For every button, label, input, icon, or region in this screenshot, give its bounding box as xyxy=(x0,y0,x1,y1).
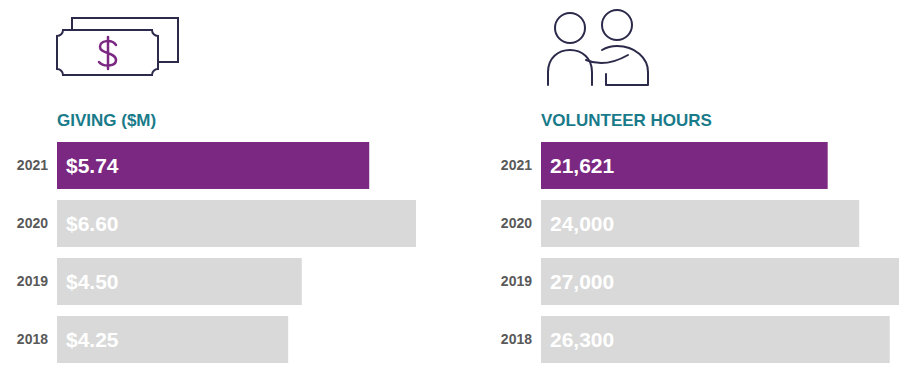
tick: 2018 xyxy=(501,331,541,347)
icon-body-left xyxy=(548,50,592,85)
tick: 2019 xyxy=(17,273,57,289)
icon-dollar-sign xyxy=(99,37,116,69)
chart-panel: GIVING ($M) 2021 2020 2019 2018 $5.74 $6.60 $4.… xyxy=(17,18,416,363)
bar xyxy=(541,200,859,247)
bars xyxy=(541,142,899,363)
bar xyxy=(57,258,302,305)
tick-label: 2018 xyxy=(17,331,48,347)
chart-title: GIVING ($M) xyxy=(57,111,156,130)
bar xyxy=(57,142,369,189)
data-label: $4.25 xyxy=(66,328,119,351)
tick: 2021 xyxy=(17,157,57,173)
y-axis: 2021 2020 2019 2018 xyxy=(17,157,57,347)
icon-body-right xyxy=(602,46,648,85)
tick-label: 2020 xyxy=(501,215,532,231)
data-label: $5.74 xyxy=(66,154,119,177)
bar xyxy=(541,258,899,305)
icon-head-right xyxy=(602,10,632,40)
tick: 2020 xyxy=(17,215,57,231)
data-labels: 21,621 24,000 27,000 26,300 xyxy=(550,154,615,351)
data-label: 21,621 xyxy=(550,154,615,177)
icon xyxy=(548,10,648,85)
tick: 2021 xyxy=(501,157,541,173)
tick-label: 2019 xyxy=(17,273,48,289)
bar xyxy=(541,316,890,363)
tick: 2020 xyxy=(501,215,541,231)
data-label: 27,000 xyxy=(550,270,614,293)
bar xyxy=(541,142,828,189)
tick-label: 2020 xyxy=(17,215,48,231)
icon xyxy=(57,18,178,75)
bars xyxy=(57,142,416,363)
icon-arm xyxy=(586,55,628,63)
bar xyxy=(57,200,416,247)
tick-label: 2019 xyxy=(501,273,532,289)
chart-panel: VOLUNTEER HOURS 2021 2020 2019 2018 21,621 24,… xyxy=(501,10,899,363)
tick: 2018 xyxy=(17,331,57,347)
tick-label: 2018 xyxy=(501,331,532,347)
data-label: 24,000 xyxy=(550,212,614,235)
icon-front-bill xyxy=(57,30,158,75)
data-labels: $5.74 $6.60 $4.50 $4.25 xyxy=(66,154,119,351)
data-label: $4.50 xyxy=(66,270,119,293)
chart-title: VOLUNTEER HOURS xyxy=(541,111,712,130)
data-label: 26,300 xyxy=(550,328,614,351)
tick-label: 2021 xyxy=(501,157,532,173)
tick: 2019 xyxy=(501,273,541,289)
icon-head-left xyxy=(555,13,585,43)
chart-canvas: GIVING ($M) 2021 2020 2019 2018 $5.74 $6.60 $4.… xyxy=(0,0,900,365)
tick-label: 2021 xyxy=(17,157,48,173)
data-label: $6.60 xyxy=(66,212,119,235)
y-axis: 2021 2020 2019 2018 xyxy=(501,157,541,347)
bar xyxy=(57,316,288,363)
